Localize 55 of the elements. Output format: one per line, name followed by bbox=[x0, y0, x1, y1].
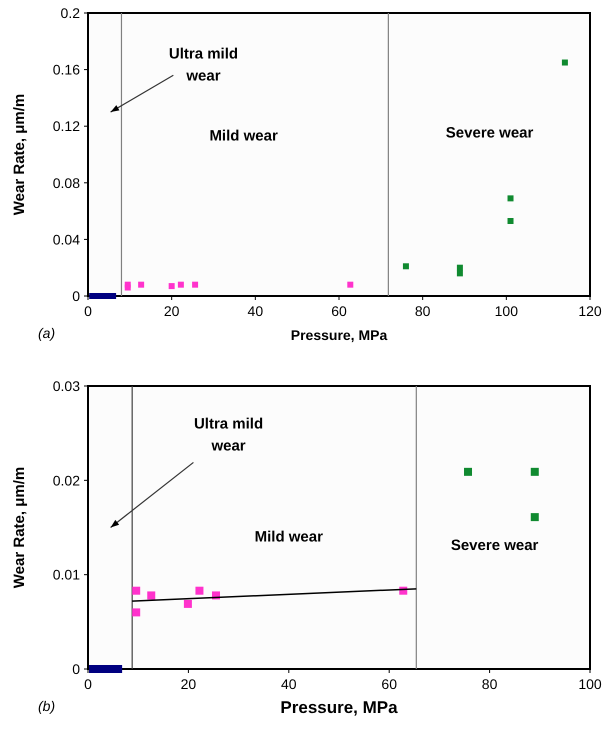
point bbox=[456, 264, 463, 271]
x-tick-label: 100 bbox=[578, 676, 602, 692]
x-tick-label: 120 bbox=[578, 303, 602, 319]
annotation: Mild wear bbox=[254, 528, 324, 546]
y-tick-label: 0.02 bbox=[52, 472, 80, 488]
y-tick-label: 0.01 bbox=[52, 566, 80, 583]
point bbox=[347, 282, 354, 288]
point bbox=[147, 591, 156, 600]
x-tick-label: 0 bbox=[84, 303, 92, 319]
point bbox=[456, 270, 463, 276]
x-tick-label: 80 bbox=[414, 303, 431, 319]
annotation: Mild wear bbox=[209, 127, 278, 144]
x-tick-label: 60 bbox=[381, 676, 398, 692]
y-axis-title: Wear Rate, μm/m bbox=[11, 94, 28, 216]
point bbox=[402, 263, 409, 270]
point bbox=[178, 282, 184, 288]
x-tick-label: 20 bbox=[180, 676, 196, 692]
point bbox=[530, 513, 539, 522]
point bbox=[184, 600, 192, 608]
x-tick-label: 60 bbox=[331, 303, 347, 319]
point bbox=[508, 218, 514, 224]
y-tick-label: 0.12 bbox=[52, 118, 80, 134]
point bbox=[195, 586, 204, 595]
y-tick-label: 0.2 bbox=[60, 5, 80, 21]
x-tick-label: 40 bbox=[248, 303, 264, 319]
y-tick-label: 0 bbox=[72, 288, 80, 304]
point bbox=[124, 284, 131, 291]
annotation: Severe wear bbox=[450, 537, 539, 554]
x-tick-label: 20 bbox=[164, 303, 180, 319]
y-tick-label: 0.08 bbox=[52, 174, 80, 191]
x-tick-label: 80 bbox=[482, 676, 498, 692]
y-tick-label: 0 bbox=[72, 661, 80, 677]
point bbox=[464, 468, 472, 476]
x-axis-title: Pressure, MPa bbox=[280, 698, 398, 717]
annotation: Ultra mild wear bbox=[194, 415, 264, 454]
x-tick-label: 0 bbox=[84, 676, 92, 692]
point bbox=[168, 283, 175, 290]
text: (a) bbox=[38, 325, 56, 341]
y-tick-label: 0.04 bbox=[52, 231, 80, 248]
point bbox=[530, 468, 539, 476]
x-axis-title: Pressure, MPa bbox=[290, 327, 388, 343]
x-tick-label: 40 bbox=[281, 676, 297, 692]
annotation: Severe wear bbox=[446, 124, 534, 142]
y-tick-label: 0.03 bbox=[52, 378, 80, 394]
x-tick-label: 100 bbox=[494, 303, 518, 319]
point bbox=[132, 586, 140, 595]
point bbox=[562, 60, 568, 66]
annotation: Ultra mild wear bbox=[168, 45, 238, 84]
point bbox=[192, 282, 198, 288]
y-tick-label: 0.16 bbox=[52, 62, 80, 78]
y-axis-title: Wear Rate, μm/m bbox=[11, 466, 28, 588]
point bbox=[132, 608, 140, 616]
text: (b) bbox=[38, 698, 56, 714]
point bbox=[508, 195, 514, 202]
point bbox=[138, 282, 144, 288]
